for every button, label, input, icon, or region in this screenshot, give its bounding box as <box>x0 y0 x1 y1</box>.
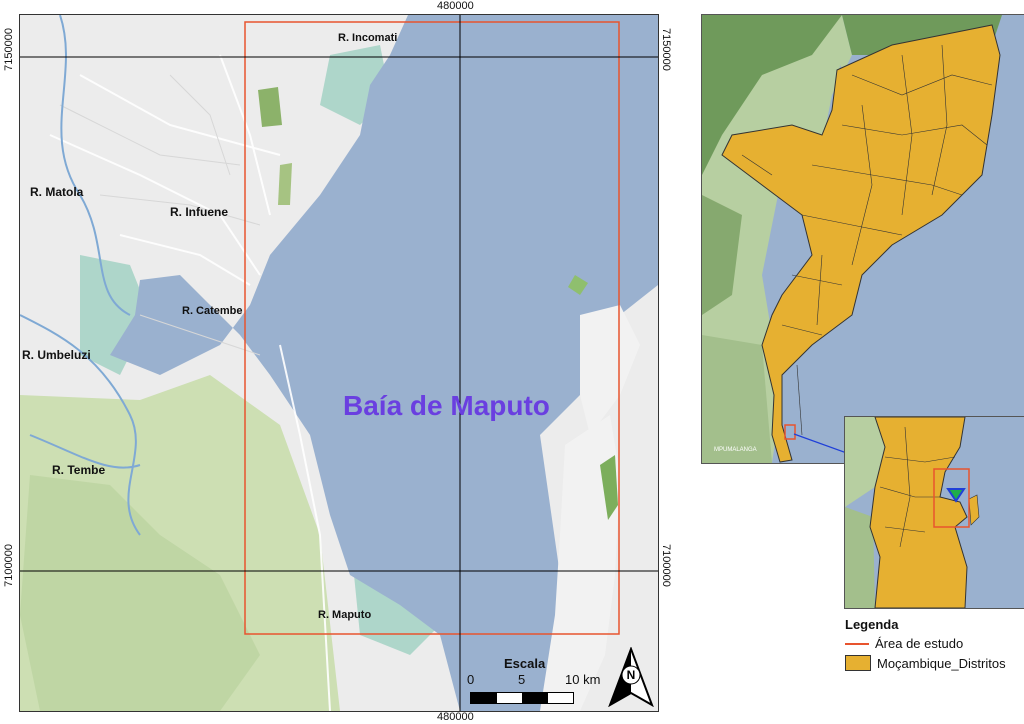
inset-map <box>844 416 1024 609</box>
scale-bar-group: Escala 0 5 10 km <box>462 656 607 710</box>
legend-item-districts: Moçambique_Distritos <box>845 655 1023 671</box>
study-area-rect <box>244 21 620 635</box>
label-incomati: R. Incomati <box>338 32 398 44</box>
north-letter: N <box>627 668 636 682</box>
north-arrow-icon: N <box>606 647 656 707</box>
legend-item-study-area: Área de estudo <box>845 636 1023 651</box>
grid-label-northing-top-left: 7150000 <box>3 28 15 71</box>
districts-swatch <box>845 655 871 671</box>
study-area-swatch <box>845 642 869 645</box>
legend-title: Legenda <box>845 617 899 632</box>
inset-study-box <box>933 468 970 528</box>
legend-study-area-label: Área de estudo <box>875 636 964 651</box>
label-umbeluzi: R. Umbeluzi <box>22 348 91 362</box>
overview-map: MPUMALANGA <box>701 14 1024 464</box>
legend: Legenda Área de estudo Moçambique_Distri… <box>845 617 1023 681</box>
overview-canvas: MPUMALANGA <box>702 15 1024 463</box>
grid-label-easting-top: 480000 <box>437 0 474 12</box>
label-tembe: R. Tembe <box>52 463 106 477</box>
label-bay: Baía de Maputo <box>343 390 550 421</box>
scale-title: Escala <box>504 656 546 671</box>
label-mpumalanga: MPUMALANGA <box>714 447 757 453</box>
label-maputo-river: R. Maputo <box>318 609 372 621</box>
label-matola: R. Matola <box>30 185 84 199</box>
scale-label-5: 5 <box>518 672 526 687</box>
main-map-canvas <box>20 15 658 711</box>
scale-label-0: 0 <box>467 672 475 687</box>
overview-locator-box <box>784 424 796 440</box>
label-infuene: R. Infuene <box>170 205 229 219</box>
legend-districts-label: Moçambique_Distritos <box>877 655 1006 671</box>
scale-bar <box>470 692 574 704</box>
grid-label-northing-bottom-right: 7100000 <box>660 544 672 587</box>
grid-label-northing-bottom-left: 7100000 <box>3 544 15 587</box>
inset-marker-icon <box>946 488 966 503</box>
grid-label-easting-bottom: 480000 <box>437 711 474 723</box>
grid-label-northing-top-right: 7150000 <box>660 28 672 71</box>
scale-label-10: 10 km <box>565 672 601 687</box>
inset-canvas <box>845 417 1024 608</box>
label-catembe: R. Catembe <box>182 305 243 317</box>
main-map <box>19 14 659 712</box>
